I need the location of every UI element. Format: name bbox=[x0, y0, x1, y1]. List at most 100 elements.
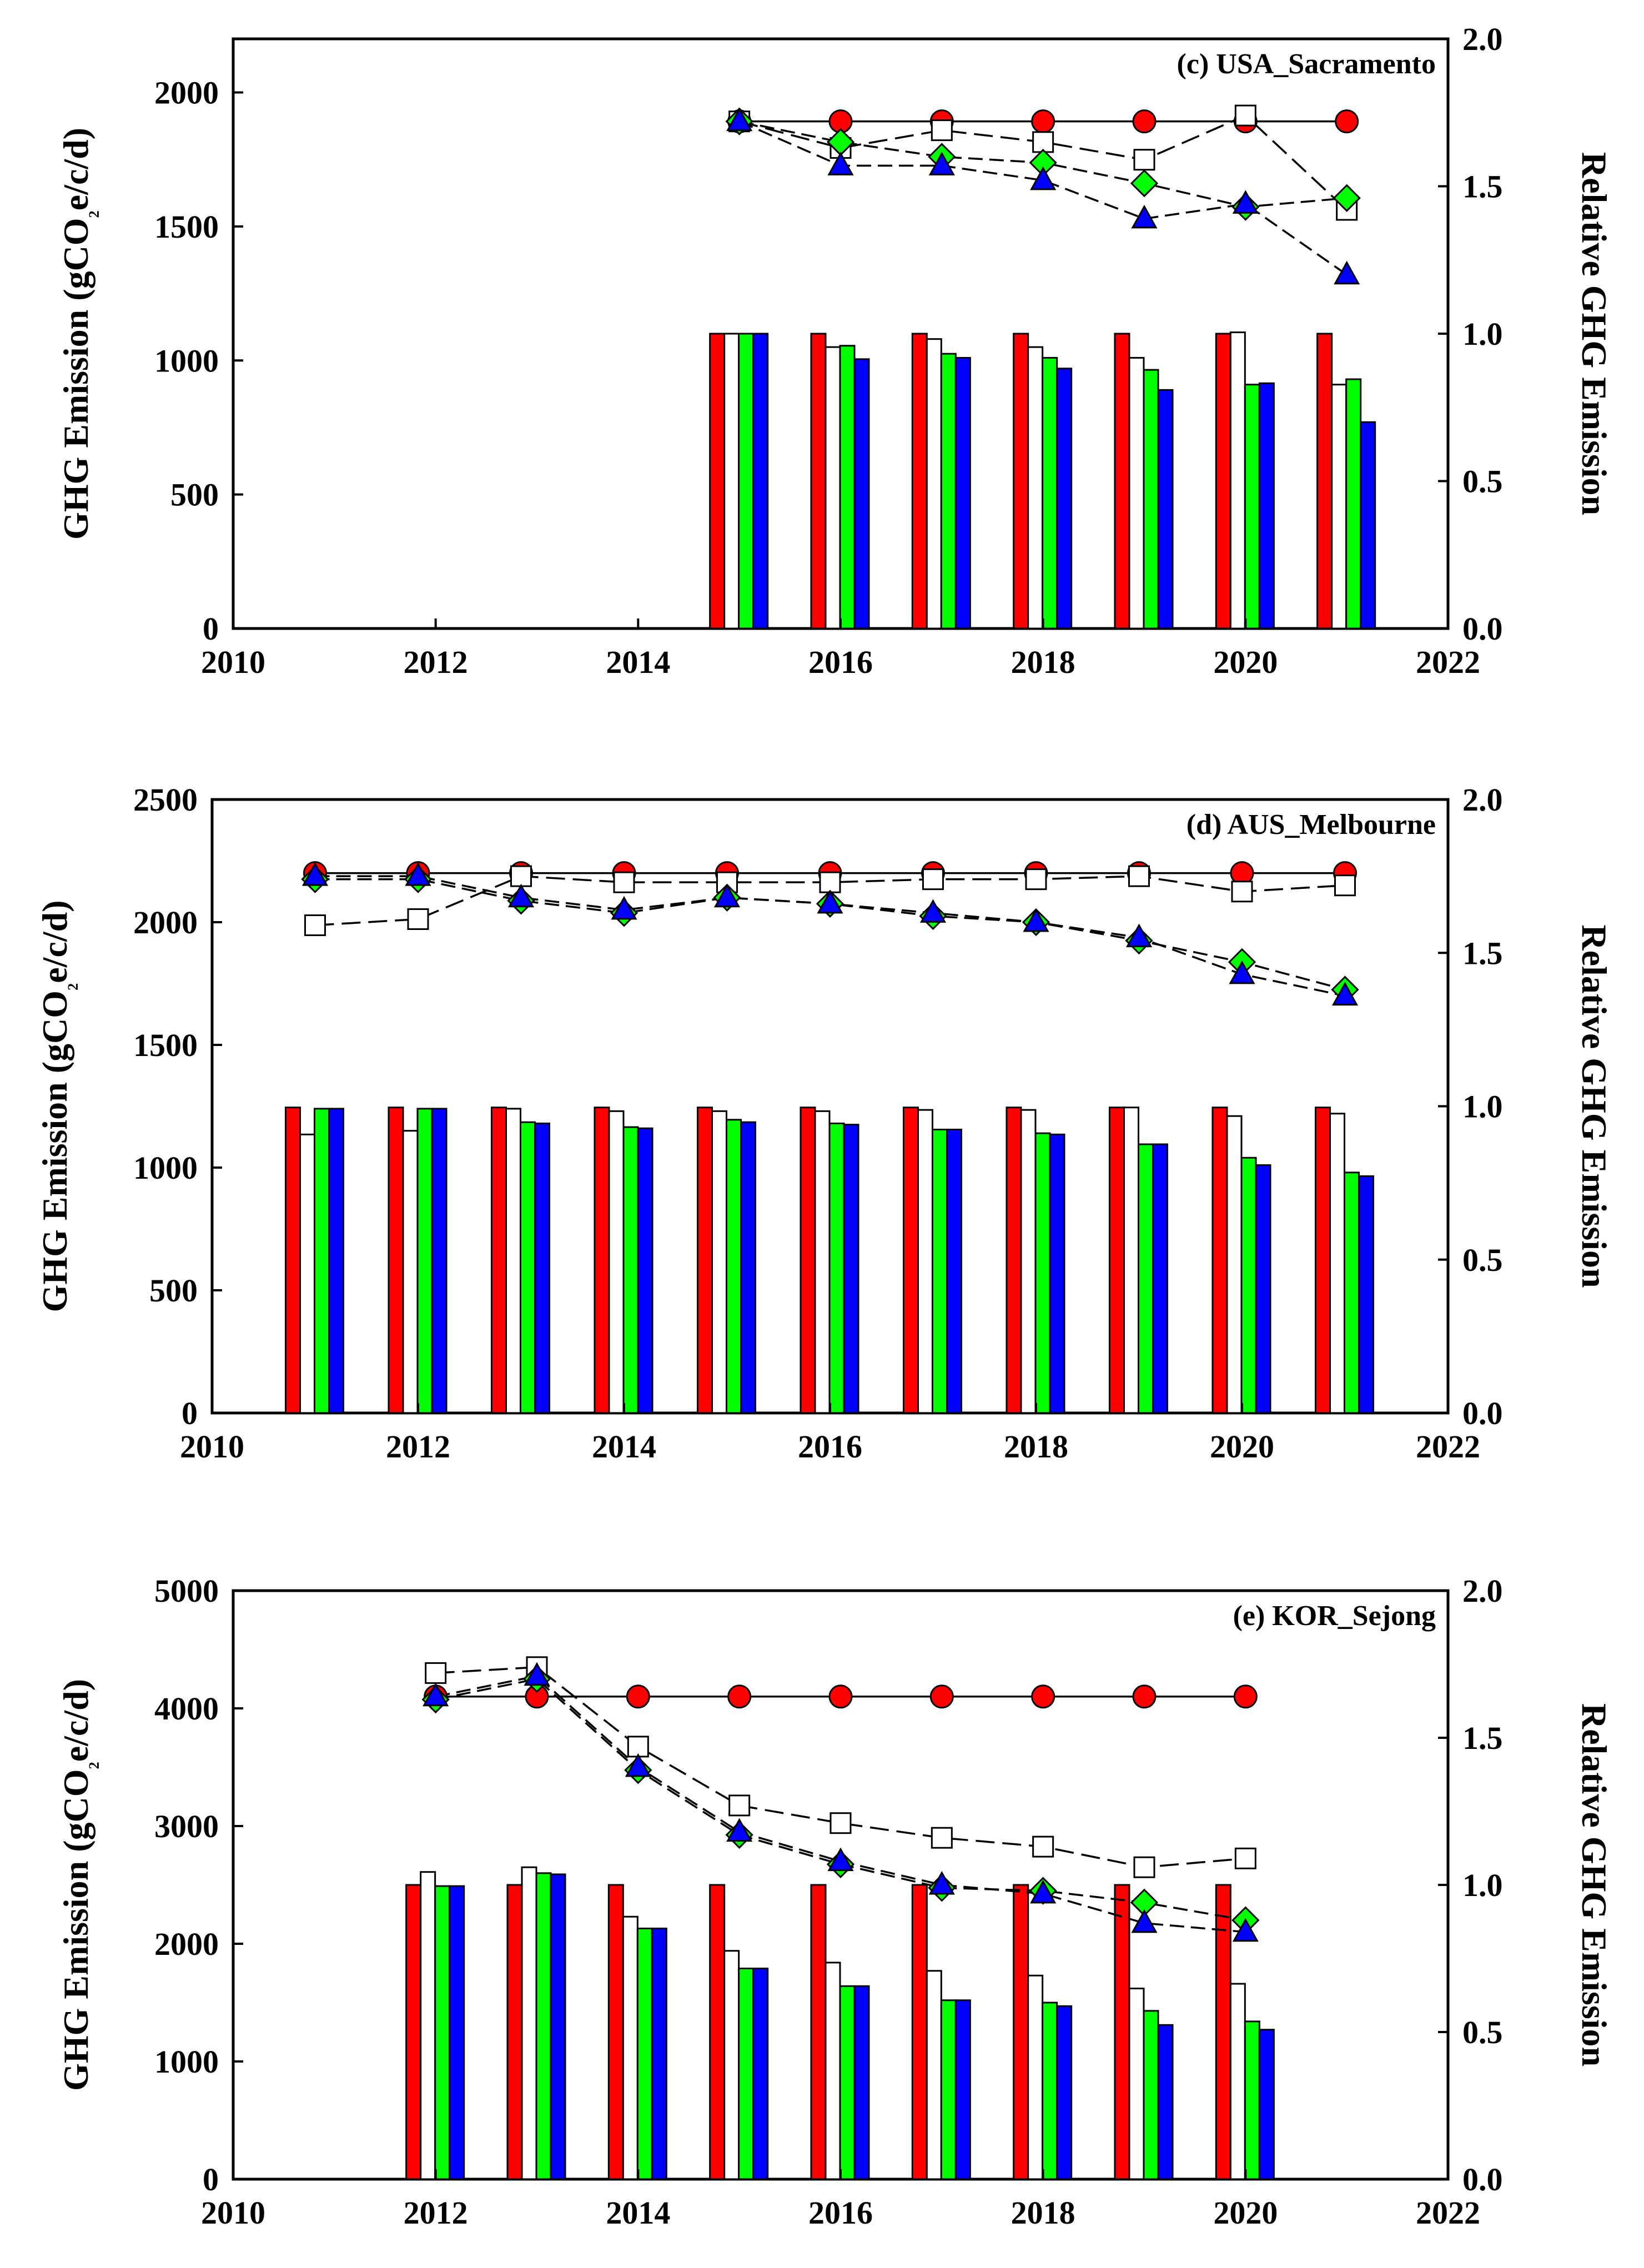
bar-red-2015 bbox=[709, 1884, 726, 2180]
bar-green-2021 bbox=[1344, 1171, 1360, 1414]
marker-red-2018 bbox=[1031, 1684, 1055, 1709]
marker-blue-2016 bbox=[827, 152, 854, 175]
x-tick-label-2018: 2018 bbox=[1011, 644, 1075, 680]
y-right-tick-label-1: 1.0 bbox=[1462, 1089, 1503, 1125]
bar-group bbox=[709, 331, 1376, 630]
marker-red-2019 bbox=[1132, 109, 1157, 134]
bar-red-2011 bbox=[285, 1107, 301, 1414]
bar-white-2015 bbox=[723, 1950, 740, 2180]
y-tick-label-1000: 1000 bbox=[154, 2044, 219, 2080]
marker-blue-2019 bbox=[1125, 923, 1153, 948]
bar-white-2020 bbox=[1229, 1983, 1246, 2180]
marker-blue-2020 bbox=[1232, 190, 1259, 214]
bar-red-2021 bbox=[1315, 1107, 1331, 1414]
x-tick-label-2016: 2016 bbox=[808, 2195, 873, 2231]
marker-white-2012 bbox=[407, 908, 429, 930]
marker-blue-2017 bbox=[919, 899, 947, 923]
bar-blue-2020 bbox=[1258, 2029, 1275, 2180]
marker-white-2017 bbox=[931, 1827, 953, 1849]
line-white bbox=[435, 1666, 1246, 1868]
bar-green-2017 bbox=[940, 353, 957, 630]
bar-blue-2015 bbox=[752, 1968, 769, 2180]
bar-red-2019 bbox=[1114, 333, 1130, 630]
bar-blue-2019 bbox=[1157, 2024, 1174, 2180]
bar-green-2014 bbox=[622, 1126, 639, 1414]
bar-blue-2017 bbox=[946, 1128, 962, 1414]
marker-blue-2017 bbox=[928, 152, 955, 175]
bar-green-2020 bbox=[1240, 1156, 1257, 1414]
bar-green-2011 bbox=[314, 1108, 330, 1414]
x-tick-label-2018: 2018 bbox=[1004, 1429, 1068, 1465]
marker-white-2020 bbox=[1234, 1847, 1256, 1869]
bar-white-2016 bbox=[814, 1110, 831, 1414]
bar-white-2017 bbox=[926, 1970, 942, 2180]
y-tick-label-3000: 3000 bbox=[154, 1808, 219, 1844]
x-tick-label-2012: 2012 bbox=[404, 644, 468, 680]
bar-blue-2012 bbox=[431, 1108, 448, 1414]
chart-title: (c) USA_Sacramento bbox=[1177, 48, 1436, 80]
bar-white-2021 bbox=[1329, 1113, 1345, 1414]
bar-red-2014 bbox=[594, 1107, 610, 1414]
y-axis-label: GHG Emission (gCO₂e/c/d) bbox=[56, 1679, 99, 2091]
marker-blue-2016 bbox=[817, 889, 843, 914]
marker-white-2016 bbox=[819, 871, 841, 893]
y-axis-label: GHG Emission (gCO₂e/c/d) bbox=[35, 900, 78, 1312]
bar-red-2012 bbox=[388, 1107, 404, 1414]
bar-white-2016 bbox=[824, 346, 841, 630]
marker-white-2015 bbox=[728, 1794, 751, 1817]
chart-title: (e) KOR_Sejong bbox=[1233, 1600, 1436, 1632]
bar-blue-2021 bbox=[1358, 1175, 1374, 1414]
bar-green-2020 bbox=[1244, 2020, 1260, 2180]
bar-red-2020 bbox=[1215, 333, 1231, 630]
x-tick-label-2014: 2014 bbox=[592, 1429, 656, 1465]
x-tick-label-2018: 2018 bbox=[1011, 2195, 1075, 2231]
bar-white-2018 bbox=[1027, 346, 1044, 630]
y-right-tick-label-1: 1.0 bbox=[1462, 316, 1503, 352]
marker-white-2018 bbox=[1032, 1835, 1054, 1858]
y-tick-label-0: 0 bbox=[182, 1395, 198, 1431]
x-tick-label-2014: 2014 bbox=[606, 2195, 670, 2231]
y-right-tick-label-2: 2.0 bbox=[1462, 21, 1503, 57]
bar-white-2014 bbox=[622, 1915, 639, 2180]
x-tick-label-2010: 2010 bbox=[180, 1429, 244, 1465]
y-tick-label-2000: 2000 bbox=[133, 904, 198, 941]
bar-white-2013 bbox=[505, 1108, 521, 1414]
bar-green-2015 bbox=[726, 1119, 742, 1414]
marker-blue-2012 bbox=[405, 862, 431, 886]
chart-panel-d: 2010 2012 2014 2016 2018 2020 2022 0 500 1000 1500… bbox=[35, 782, 1614, 1465]
marker-red-2016 bbox=[828, 1684, 853, 1709]
bar-blue-2016 bbox=[853, 1985, 870, 2180]
marker-blue-2020 bbox=[1232, 1918, 1259, 1942]
bar-red-2018 bbox=[1013, 333, 1029, 630]
y-tick-label-2000: 2000 bbox=[154, 1926, 219, 1962]
marker-white-2011 bbox=[304, 914, 326, 937]
bar-white-2017 bbox=[926, 338, 942, 630]
bar-green-2013 bbox=[535, 1872, 552, 2180]
bar-blue-2017 bbox=[954, 1999, 971, 2180]
y-axis-label-right: Relative GHG Emission bbox=[1575, 924, 1614, 1288]
bar-red-2015 bbox=[709, 333, 726, 630]
bar-green-2013 bbox=[520, 1121, 536, 1414]
marker-blue-2014 bbox=[611, 896, 637, 920]
bar-green-2017 bbox=[940, 1999, 957, 2180]
y-tick-label-500: 500 bbox=[170, 477, 219, 513]
y-tick-label-2000: 2000 bbox=[154, 75, 219, 111]
bar-green-2018 bbox=[1042, 356, 1058, 630]
bar-white-2016 bbox=[824, 1962, 841, 2180]
bar-white-2018 bbox=[1027, 1974, 1044, 2180]
bar-red-2013 bbox=[506, 1884, 523, 2180]
bar-red-2017 bbox=[911, 1884, 928, 2180]
y-tick-label-0: 0 bbox=[203, 2161, 219, 2197]
marker-white-2017 bbox=[931, 119, 953, 142]
y-right-tick-label-0.5: 0.5 bbox=[1462, 2014, 1503, 2050]
bar-red-2016 bbox=[800, 1107, 816, 1414]
y-right-tick-label-2: 2.0 bbox=[1462, 1573, 1503, 1609]
marker-blue-2013 bbox=[524, 1662, 550, 1686]
marker-blue-2020 bbox=[1229, 960, 1255, 984]
bar-green-2014 bbox=[636, 1927, 653, 2180]
marker-white-2014 bbox=[613, 871, 635, 893]
marker-blue-2018 bbox=[1030, 1879, 1057, 1904]
chart-panel-e: 2010 2012 2014 2016 2018 2020 2022 0 1000 2000 300… bbox=[56, 1573, 1614, 2231]
bar-blue-2015 bbox=[740, 1121, 756, 1414]
bar-blue-2019 bbox=[1152, 1143, 1168, 1414]
